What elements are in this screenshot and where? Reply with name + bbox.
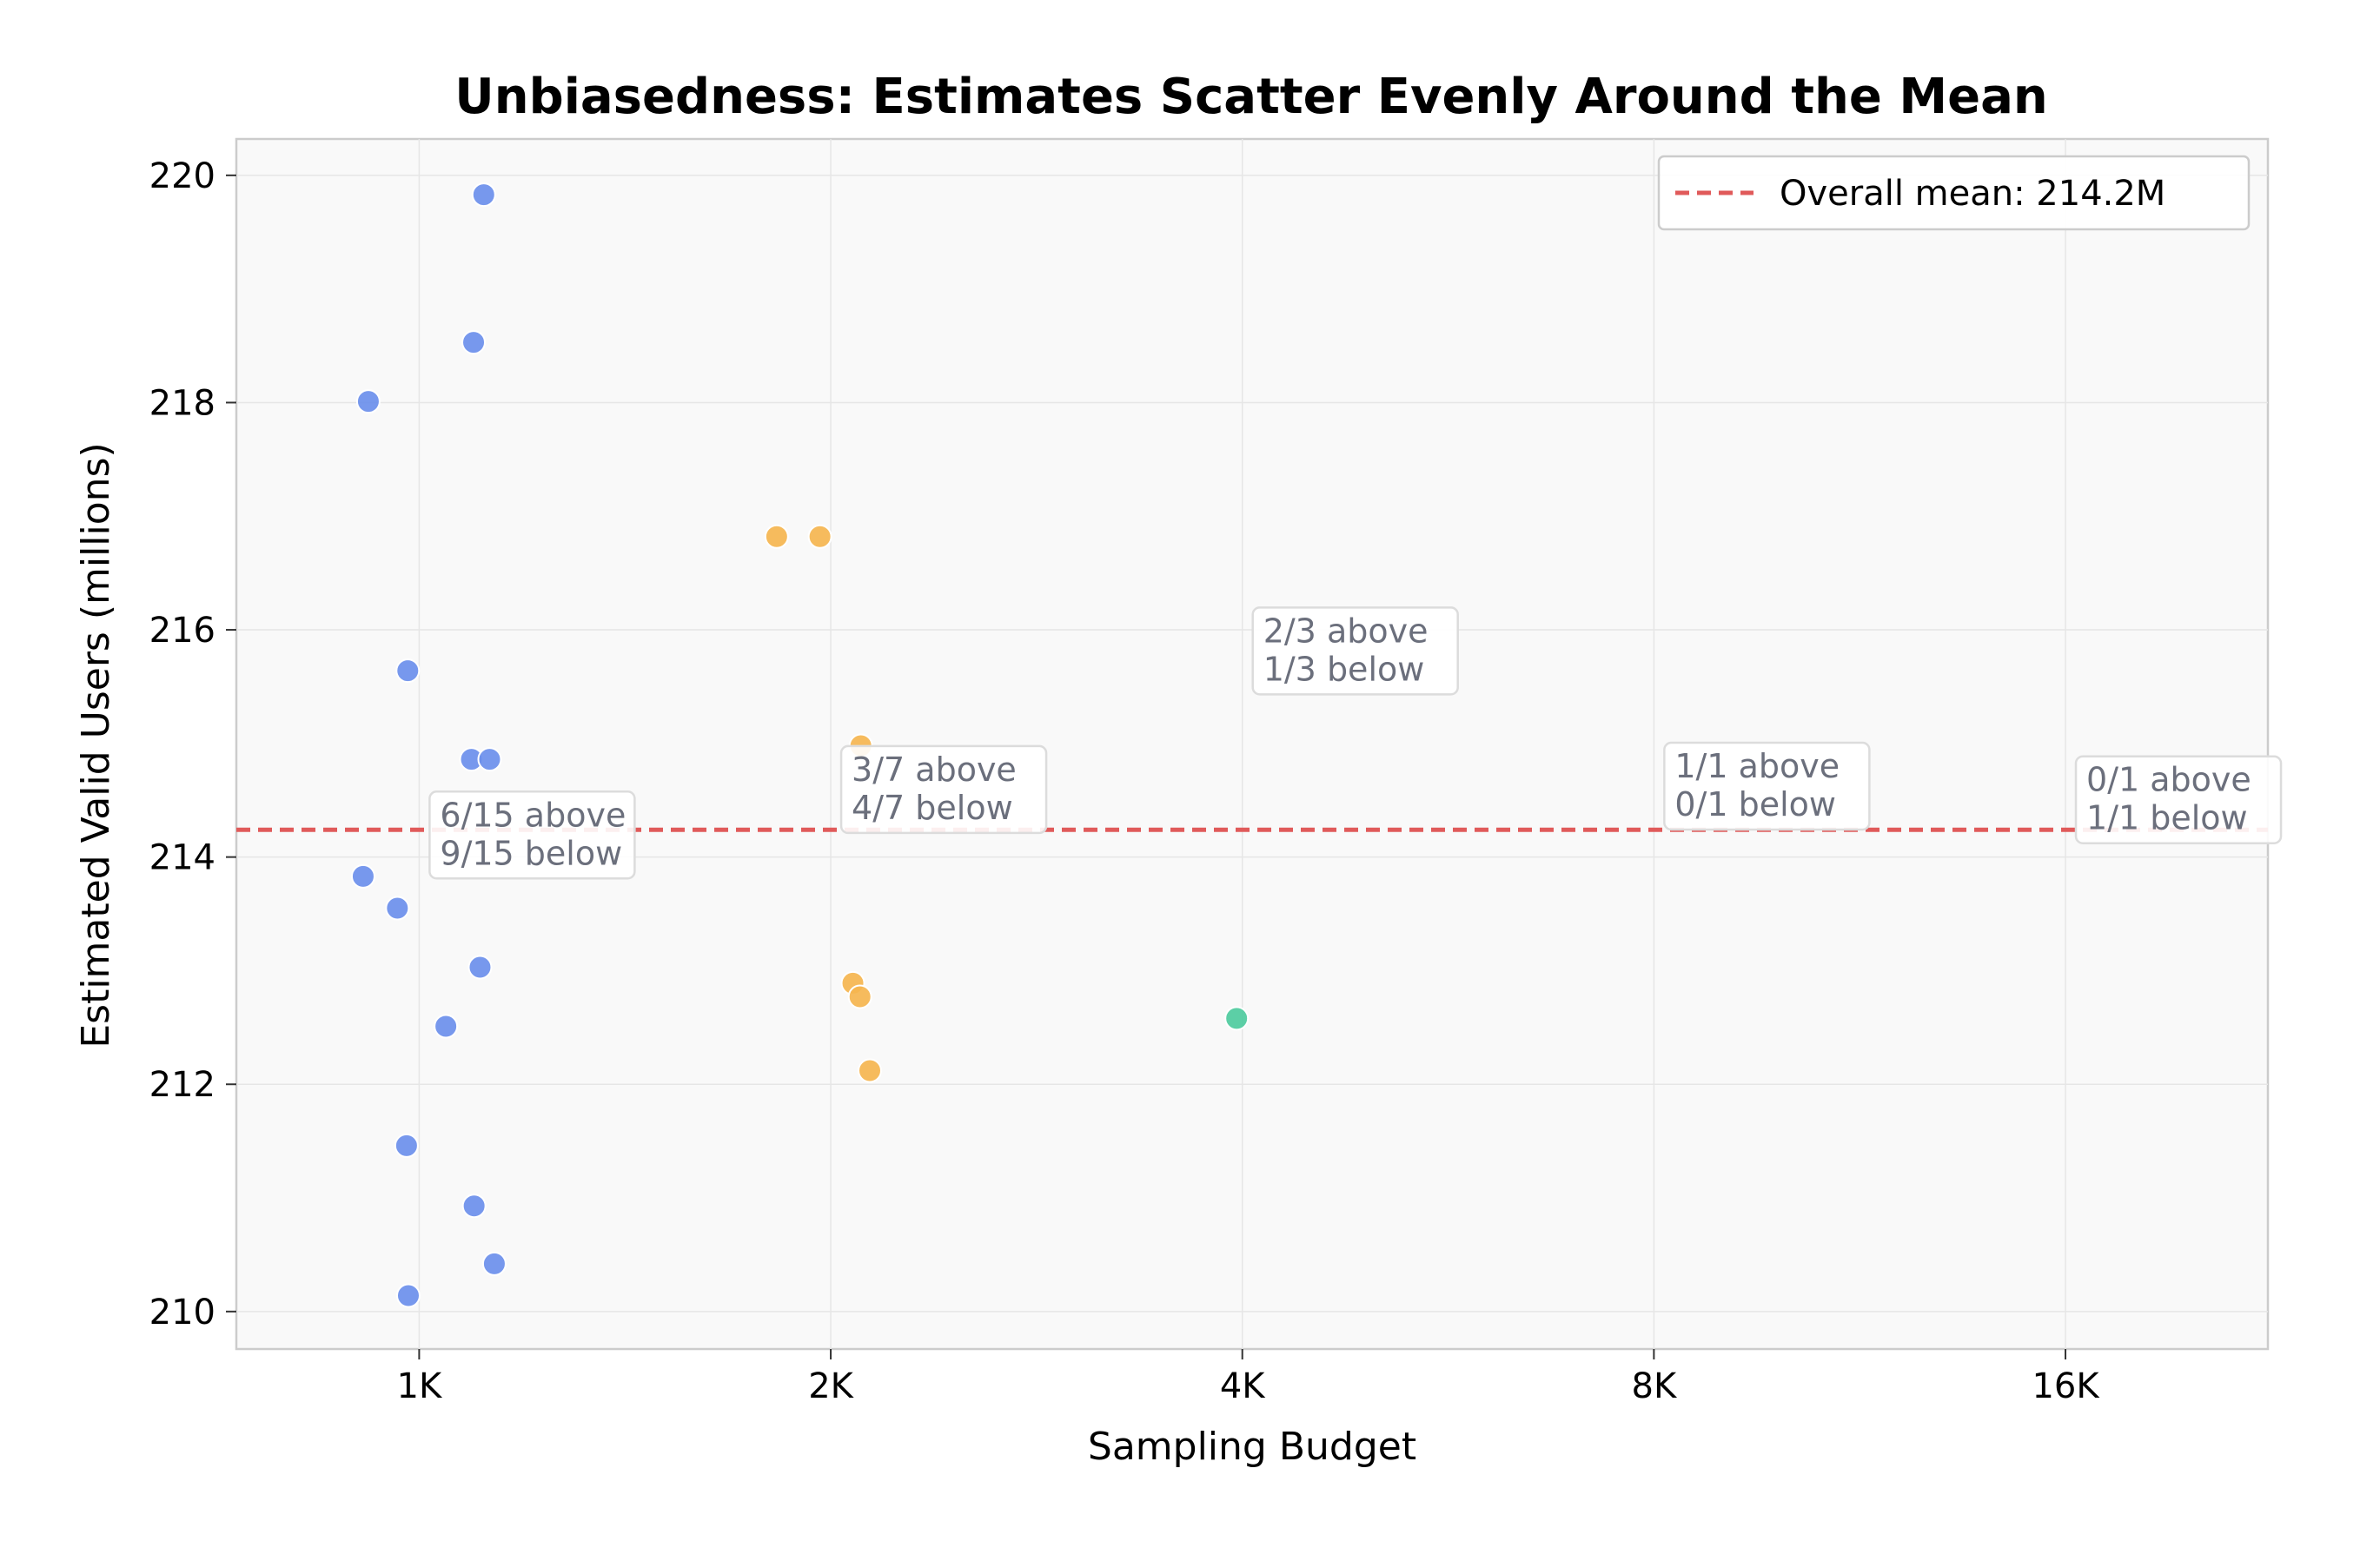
annotation-above: 0/1 above <box>2086 761 2251 799</box>
data-point <box>1224 1006 1250 1031</box>
y-tick-label: 220 <box>149 156 215 196</box>
plot-area <box>235 137 2270 1351</box>
annotation-below: 0/1 below <box>1674 785 1836 823</box>
annotation-below: 4/7 below <box>852 789 1013 827</box>
x-tick-label: 1K <box>397 1366 443 1406</box>
y-tick-label: 214 <box>149 838 215 878</box>
y-tick-label: 210 <box>149 1293 215 1333</box>
data-points <box>350 182 1250 1308</box>
x-tick-label: 2K <box>808 1366 854 1406</box>
data-point <box>461 1194 487 1219</box>
data-point <box>481 1251 507 1276</box>
legend: Overall mean: 214.2M <box>1657 155 2251 231</box>
annotation-frame <box>1663 741 1871 831</box>
chart-title: Unbiasedness: Estimates Scatter Evenly A… <box>454 69 2047 125</box>
data-point <box>477 747 502 772</box>
y-tick-label: 218 <box>149 383 215 423</box>
data-point <box>434 1014 459 1039</box>
x-tick-label: 4K <box>1220 1366 1266 1406</box>
data-point <box>394 1133 419 1158</box>
x-tick-label: 16K <box>2032 1366 2100 1406</box>
data-point <box>395 1283 421 1308</box>
y-axis: 210 212 214 216 218 220 <box>149 156 236 1333</box>
annotation-above: 2/3 above <box>1263 612 1429 650</box>
y-axis-label: Estimated Valid Users (millions) <box>74 442 118 1048</box>
annotation-above: 3/7 above <box>852 751 1017 789</box>
legend-box <box>1657 155 2251 231</box>
data-point <box>807 524 832 549</box>
annotation-frame <box>428 790 636 880</box>
x-axis-label: Sampling Budget <box>1088 1425 1416 1469</box>
x-tick-label: 8K <box>1632 1366 1678 1406</box>
data-point <box>461 330 487 355</box>
data-point <box>471 182 496 208</box>
annotation-above: 6/15 above <box>440 796 626 834</box>
data-point <box>847 984 872 1009</box>
y-tick-label: 216 <box>149 611 215 651</box>
annotation-below: 9/15 below <box>440 834 622 872</box>
annotation-frame <box>839 744 1048 835</box>
data-point <box>858 1058 883 1083</box>
annotation-below: 1/3 below <box>1263 650 1425 688</box>
data-point <box>355 389 381 414</box>
legend-mean-label: Overall mean: 214.2M <box>1780 174 2165 214</box>
annotation-above: 1/1 above <box>1674 747 1840 785</box>
data-point <box>395 658 421 684</box>
data-point <box>385 896 410 921</box>
x-axis: 1K 2K 4K 8K 16K <box>397 1349 2100 1406</box>
y-tick-label: 212 <box>149 1065 215 1105</box>
data-point <box>764 524 789 549</box>
annotation-frame <box>2074 755 2283 844</box>
data-point <box>467 955 493 980</box>
annotation-below: 1/1 below <box>2086 799 2248 837</box>
annotation-frame <box>1251 606 1459 696</box>
data-point <box>350 863 375 889</box>
